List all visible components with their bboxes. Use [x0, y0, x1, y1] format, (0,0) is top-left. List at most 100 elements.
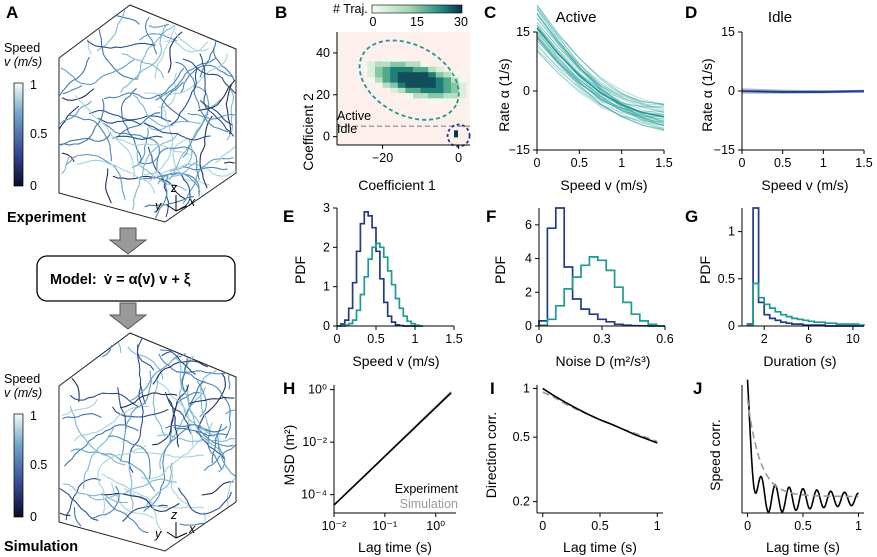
x-tick-label: 1: [820, 156, 827, 170]
heatmap-cell: [451, 87, 459, 94]
rate-sample-line: [536, 31, 665, 106]
speed-unit-bottom: v (m/s): [4, 386, 42, 400]
heatmap-cell: [435, 97, 444, 104]
trajectory: [136, 337, 155, 371]
noise-pdf-plot: 0 0.3 0.6 6 4 2 0: [525, 207, 674, 346]
traj-colorbar-title: # Traj.: [333, 2, 368, 16]
heatmap-cell: [375, 76, 383, 83]
rate-sample-line: [536, 36, 665, 122]
trajectory: [61, 398, 98, 416]
g-xlabel: Duration (s): [763, 353, 836, 369]
trajectory: [132, 132, 179, 211]
heatmap-cell: [413, 87, 421, 94]
trajectory: [157, 434, 237, 443]
arrow-down-icon: [108, 227, 148, 255]
heatmap-cell: [413, 82, 421, 88]
trajectory: [136, 149, 187, 191]
active-rate-plot: 0 0.5 1 1.5 15 0 −15: [509, 4, 673, 170]
trajectory: [112, 135, 163, 140]
y-tick-label: 0: [525, 319, 532, 333]
x-tick-label: 2: [761, 332, 768, 346]
rate-sample-line: [536, 43, 665, 126]
trajectory: [154, 27, 176, 79]
traj-cb-30: 30: [454, 15, 468, 29]
f-ylabel: PDF: [492, 256, 508, 284]
trajectory: [199, 53, 235, 137]
y-tick-label: 15: [721, 25, 735, 39]
x-tick-label: 0.5: [571, 156, 588, 170]
trajectory: [129, 449, 205, 458]
heatmap-cell: [390, 76, 399, 83]
heatmap-cell: [458, 82, 467, 88]
rate-sample-line: [536, 34, 665, 123]
heatmap-cell: [451, 92, 459, 99]
trajectory: [169, 392, 201, 443]
rate-sample-line: [536, 50, 665, 123]
x-tick-label: 0.5: [774, 156, 791, 170]
trajectory: [158, 93, 189, 122]
trajectory: [64, 424, 139, 467]
trajectory: [58, 105, 80, 130]
rate-sample-line: [536, 8, 665, 131]
trajectory: [122, 504, 168, 522]
heatmap-cell: [390, 56, 399, 62]
trajectory: [101, 492, 180, 513]
experiment-label: Experiment: [7, 210, 86, 226]
heatmap-cell: [382, 82, 391, 88]
heatmap-cell: [435, 92, 444, 99]
trajectory: [117, 387, 127, 432]
i-xlabel: Lag time (s): [563, 539, 637, 555]
trajectory: [58, 98, 105, 146]
y-tick-label: 0.2: [513, 495, 530, 509]
trajectory: [98, 28, 139, 80]
trajectory: [65, 153, 126, 200]
trajectory: [76, 159, 156, 194]
trajectory: [115, 15, 140, 25]
trajectory: [112, 406, 169, 418]
axis-z-bottom: z: [170, 508, 178, 522]
speed-unit-top: v (m/s): [4, 55, 42, 69]
y-tick-label: 10⁰: [308, 383, 327, 397]
trajectory: [139, 33, 178, 42]
panel-letter-j: J: [693, 379, 702, 398]
trajectory: [59, 488, 99, 521]
panel-letter-e: E: [283, 207, 294, 226]
trajectory: [170, 67, 198, 126]
trajectory: [155, 57, 217, 101]
rate-sample-line: [536, 25, 665, 115]
simulation-label: Simulation: [4, 539, 78, 555]
trajectory: [82, 427, 115, 490]
trajectory: [181, 358, 188, 393]
trajectory: [204, 444, 236, 471]
heatmap-cell: [382, 76, 391, 83]
rate-sample-line: [536, 51, 664, 117]
trajectory: [200, 100, 233, 126]
trajectory: [167, 31, 183, 73]
trajectory: [186, 384, 220, 450]
heatmap-cell: [435, 76, 444, 83]
trajectory: [65, 478, 101, 521]
trajectory: [189, 396, 235, 404]
trajectory: [158, 353, 227, 375]
trajectory: [228, 373, 231, 390]
trajectory: [97, 445, 147, 514]
trajectory: [169, 350, 196, 375]
pdf-histogram-line: [337, 242, 423, 327]
legend-simulation: Simulation: [400, 497, 458, 511]
x-tick-label: 1: [618, 156, 625, 170]
x-tick-label: 0: [539, 519, 546, 533]
trajectory: [127, 346, 164, 380]
heatmap-cell: [390, 71, 399, 78]
trajectory: [173, 427, 228, 437]
heatmap-cell: [413, 92, 421, 99]
heatmap-cell: [428, 87, 437, 94]
trajectory: [211, 423, 222, 464]
trajectory: [159, 349, 172, 351]
heatmap-cell: [390, 66, 399, 73]
heatmap-cell: [382, 56, 391, 62]
trajectory: [62, 483, 129, 504]
panel-letter-b: B: [275, 3, 287, 22]
heatmap-cell: [359, 66, 368, 73]
trajectory: [101, 345, 112, 358]
heatmap-cell: [405, 82, 414, 88]
